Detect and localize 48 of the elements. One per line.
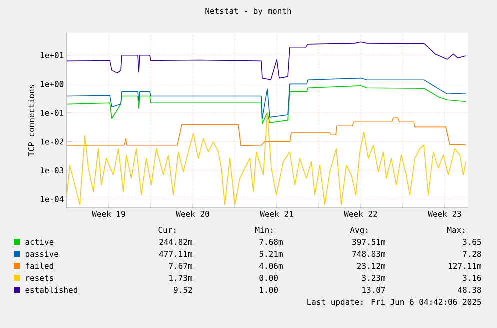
line-series xyxy=(67,112,466,206)
text: 9.52 xyxy=(174,287,192,294)
x-tick-label: Week 20 xyxy=(176,210,210,218)
x-tick-label: Week 19 xyxy=(92,210,126,218)
text: 0.00 xyxy=(260,275,278,282)
legend-label: failed xyxy=(26,262,54,270)
text: 7.28 xyxy=(463,251,482,258)
y-tick-label: 1e+01 xyxy=(41,52,64,58)
text: 13.07 xyxy=(362,287,386,294)
y-tick-label: 1e-04 xyxy=(41,196,64,202)
y-tick-label: 1e-03 xyxy=(41,168,64,174)
legend-label: resets xyxy=(26,275,54,282)
chart-title: Netstat - by month xyxy=(206,8,292,16)
text: 1.73m xyxy=(170,275,192,282)
text: 5.21m xyxy=(260,251,283,258)
text: 3.65 xyxy=(463,239,482,246)
text: Cur: xyxy=(158,227,176,234)
line-series xyxy=(67,42,466,80)
x-tick-label: Week 21 xyxy=(260,210,294,218)
text: 23.12m xyxy=(358,263,386,270)
y-tick-label: 1e-02 xyxy=(41,138,64,145)
text: 127.11m xyxy=(449,263,482,269)
text: Last update: Fri Jun 6 04:42:06 2025 xyxy=(308,298,482,307)
text: 748.83m xyxy=(352,251,386,258)
text: Max: xyxy=(448,227,465,234)
text: Avg: xyxy=(350,227,368,235)
text: 48.38 xyxy=(458,287,482,294)
text: 4.06m xyxy=(260,263,283,270)
text: 244.82m xyxy=(160,239,192,246)
x-tick-label: Week 23 xyxy=(428,210,462,218)
y-axis-title: TCP connections xyxy=(28,85,35,156)
text: 1.00 xyxy=(260,287,278,294)
text: Min: xyxy=(256,226,273,233)
text: 477.11m xyxy=(159,251,192,257)
y-tick-label: 1e-01 xyxy=(41,110,64,116)
x-tick-label: Week 22 xyxy=(344,210,378,218)
legend-label: active xyxy=(26,238,54,246)
line-series xyxy=(67,118,466,146)
legend-label: established xyxy=(26,286,78,294)
line-series xyxy=(67,86,466,124)
text: 3.16 xyxy=(463,275,482,282)
legend-label: passive xyxy=(26,250,58,259)
line-series xyxy=(67,78,466,119)
text: 3.23m xyxy=(362,275,386,282)
text: 7.67m xyxy=(169,263,192,270)
text: 7.68m xyxy=(260,239,283,246)
y-tick-label: 1e+00 xyxy=(41,81,64,88)
text: 397.51m xyxy=(352,239,386,246)
